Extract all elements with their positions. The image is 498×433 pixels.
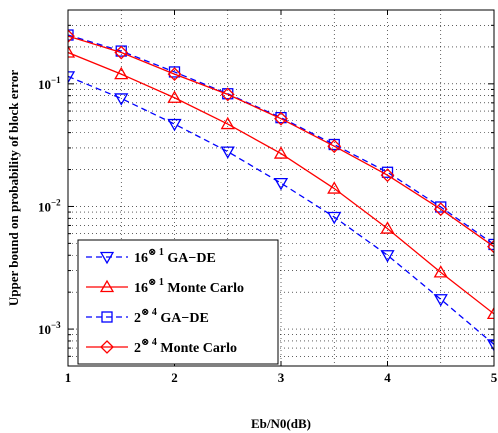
legend-label: 2⊗ 4 GA−DE [134, 307, 209, 326]
data-point [167, 118, 182, 132]
data-point [68, 71, 76, 84]
data-point [488, 238, 494, 251]
series-3 [68, 29, 494, 251]
data-point [433, 294, 448, 307]
data-point [327, 139, 342, 154]
data-point [99, 279, 115, 293]
data-point [433, 265, 448, 278]
x-tick-label: 3 [278, 370, 285, 385]
tick-labels: 1 2 3 4 5 10−1 10−2 10−3 [38, 75, 498, 385]
legend-label: 2⊗ 4 Monte Carlo [134, 337, 237, 356]
data-point [68, 45, 76, 58]
data-point [274, 111, 288, 126]
data-point [327, 181, 342, 194]
data-point [273, 146, 289, 159]
data-point [220, 116, 235, 130]
y-tick-label: 10−2 [38, 197, 61, 214]
legend-box [77, 239, 279, 365]
legend-label: 16⊗ 1 Monte Carlo [134, 277, 244, 296]
data-point [100, 340, 114, 354]
data-point [114, 45, 129, 60]
data-point [327, 211, 342, 225]
data-point [380, 250, 395, 263]
legend-label: 16⊗ 1 GA−DE [134, 247, 216, 266]
series-line [68, 51, 494, 315]
data-point [435, 201, 447, 213]
series-line [68, 75, 494, 345]
x-tick-label: 4 [384, 370, 391, 385]
x-tick-label: 2 [171, 370, 178, 385]
data-point [220, 87, 235, 102]
data-point [99, 251, 115, 265]
data-point [101, 311, 113, 323]
data-point [167, 90, 182, 103]
series-1 [68, 71, 494, 352]
data-point [380, 168, 395, 183]
data-point [380, 221, 395, 234]
series-line [68, 35, 494, 248]
data-point [486, 339, 494, 352]
x-tick-label: 1 [65, 370, 72, 385]
series-line [68, 34, 494, 245]
series-4 [68, 29, 494, 254]
data-point [114, 66, 129, 80]
y-axis-label: Upper bound on probability of block erro… [6, 70, 21, 306]
data-point [68, 29, 75, 44]
series-layer [68, 29, 494, 352]
data-point [220, 146, 235, 159]
grid-lines [68, 10, 494, 366]
series-2 [68, 45, 494, 320]
x-tick-label: 5 [491, 370, 498, 385]
legend: 16⊗ 1 GA−DE 16⊗ 1 Monte Carlo 2⊗ 4 GA−DE 2⊗… [77, 239, 279, 365]
y-tick-label: 10−3 [38, 320, 61, 337]
data-point [487, 239, 494, 254]
x-axis-label: Eb/N0(dB) [251, 416, 311, 431]
data-point [167, 67, 182, 82]
data-point [114, 93, 129, 106]
data-point [486, 306, 494, 320]
y-tick-label: 10−1 [38, 75, 61, 92]
data-point [273, 177, 289, 191]
data-point [433, 202, 448, 217]
